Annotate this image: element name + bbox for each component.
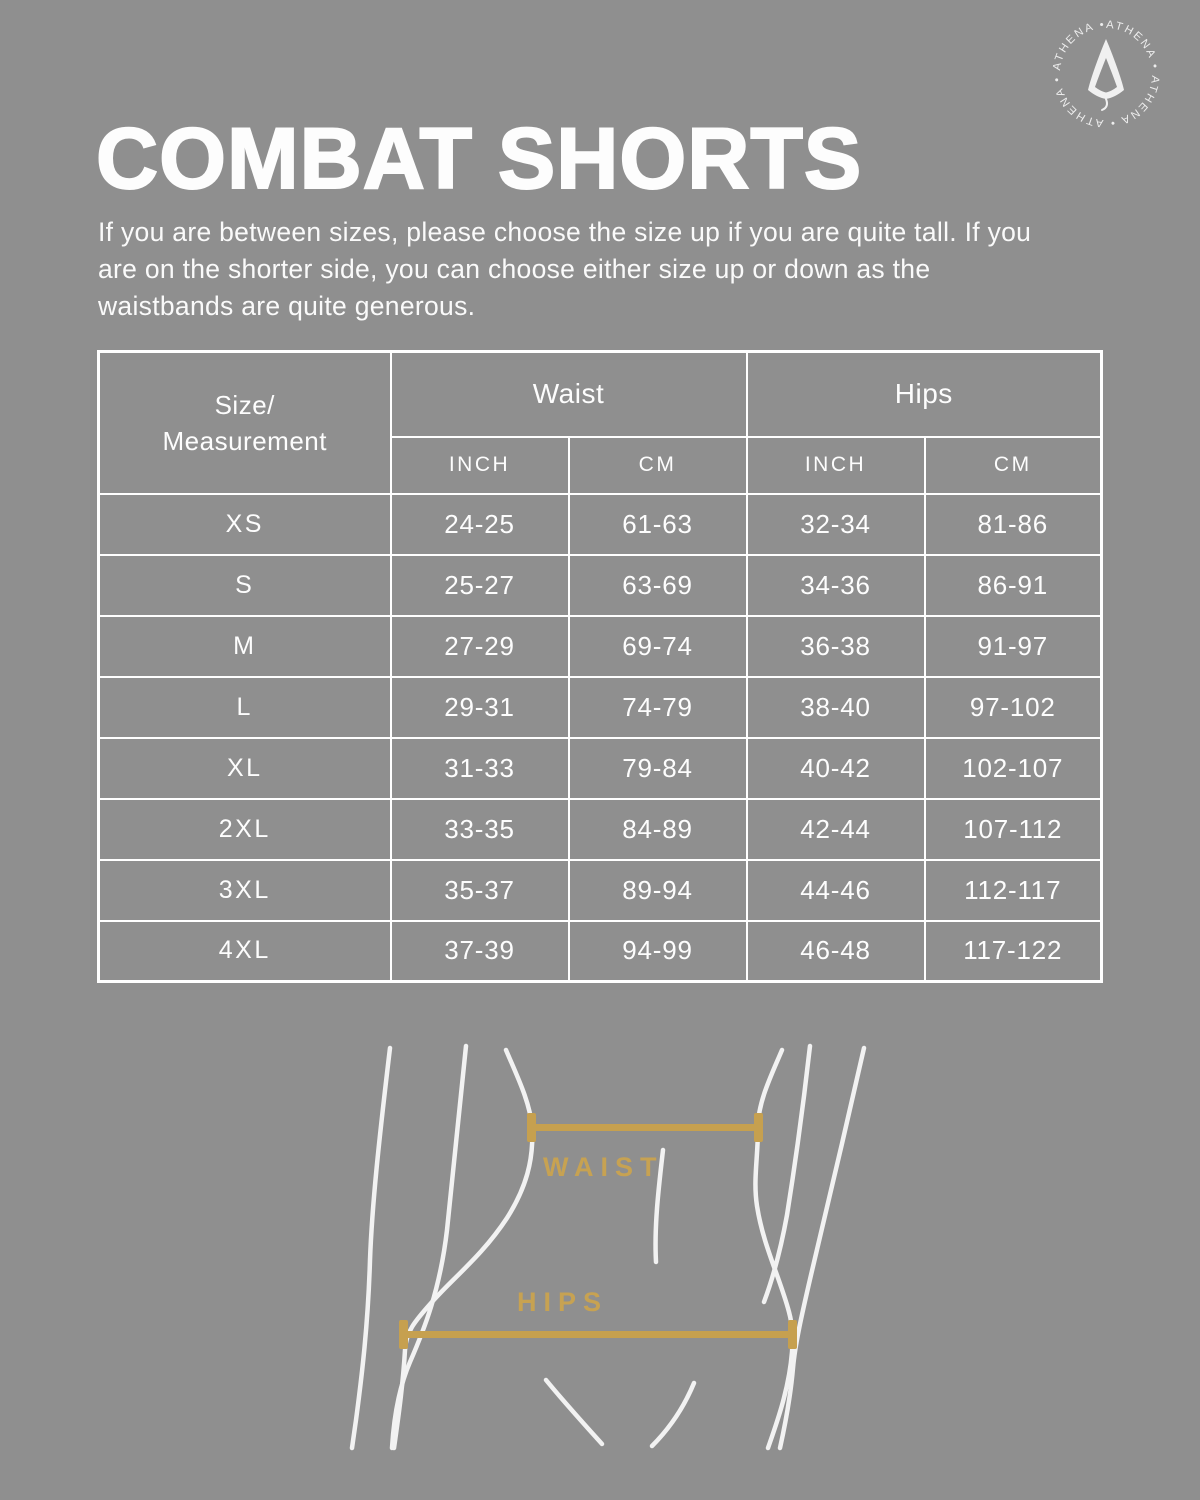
hips-cm-cell: 81-86 xyxy=(923,492,1103,556)
table-row: M 27-29 69-74 36-38 91-97 xyxy=(97,614,1103,678)
hips-inch-cell: 32-34 xyxy=(745,492,926,556)
table-row: 2XL 33-35 84-89 42-44 107-112 xyxy=(97,797,1103,861)
waist-cm-cell: 79-84 xyxy=(567,736,748,800)
size-cell: 4XL xyxy=(97,919,392,983)
waist-cm-cell: 89-94 xyxy=(567,858,748,922)
hips-cm-cell: 102-107 xyxy=(923,736,1103,800)
intro-line: waistbands are quite generous. xyxy=(98,291,476,321)
hips-measure-line xyxy=(399,1320,797,1349)
page-title: COMBAT SHORTS xyxy=(95,111,863,207)
waist-cm-cell: 63-69 xyxy=(567,553,748,617)
waist-cm-cell: 94-99 xyxy=(567,919,748,983)
body-outline-illustration: WAIST HIPS xyxy=(349,1043,867,1451)
waist-inch-cell: 27-29 xyxy=(389,614,570,678)
hips-inch-cell: 44-46 xyxy=(745,858,926,922)
intro-line: are on the shorter side, you can choose … xyxy=(98,254,931,284)
unit-header-waist-inch: INCH xyxy=(389,435,570,495)
waist-cm-cell: 74-79 xyxy=(567,675,748,739)
hips-inch-cell: 38-40 xyxy=(745,675,926,739)
table-row: XS 24-25 61-63 32-34 81-86 xyxy=(97,492,1103,556)
hips-inch-cell: 46-48 xyxy=(745,919,926,983)
hips-label: HIPS xyxy=(517,1287,608,1317)
table-row: L 29-31 74-79 38-40 97-102 xyxy=(97,675,1103,739)
table-row: XL 31-33 79-84 40-42 102-107 xyxy=(97,736,1103,800)
size-cell: M xyxy=(97,614,392,678)
body-outline-lines xyxy=(349,1043,867,1451)
waist-measure-line xyxy=(527,1113,763,1142)
size-cell: 3XL xyxy=(97,858,392,922)
intro-text: If you are between sizes, please choose … xyxy=(98,214,1031,325)
size-cell: L xyxy=(97,675,392,739)
hips-inch-cell: 36-38 xyxy=(745,614,926,678)
waist-cm-cell: 84-89 xyxy=(567,797,748,861)
intro-line: If you are between sizes, please choose … xyxy=(98,217,1032,247)
size-cell: XL xyxy=(97,736,392,800)
hips-inch-cell: 34-36 xyxy=(745,553,926,617)
waist-inch-cell: 25-27 xyxy=(389,553,570,617)
hips-cm-cell: 107-112 xyxy=(923,797,1103,861)
hips-cm-cell: 86-91 xyxy=(923,553,1103,617)
unit-header-waist-cm: CM xyxy=(567,435,748,495)
waist-cm-cell: 69-74 xyxy=(567,614,748,678)
hips-cm-cell: 117-122 xyxy=(923,919,1103,983)
waist-cm-cell: 61-63 xyxy=(567,492,748,556)
waist-inch-cell: 33-35 xyxy=(389,797,570,861)
waist-group-header: Waist xyxy=(389,350,748,438)
table-row: 3XL 35-37 89-94 44-46 112-117 xyxy=(97,858,1103,922)
waist-inch-cell: 24-25 xyxy=(389,492,570,556)
waist-inch-cell: 37-39 xyxy=(389,919,570,983)
waist-inch-cell: 31-33 xyxy=(389,736,570,800)
spearhead-icon xyxy=(1088,39,1124,111)
table-row: S 25-27 63-69 34-36 86-91 xyxy=(97,553,1103,617)
table-row: 4XL 37-39 94-99 46-48 117-122 xyxy=(97,919,1103,983)
hips-cm-cell: 91-97 xyxy=(923,614,1103,678)
waist-inch-cell: 35-37 xyxy=(389,858,570,922)
hips-inch-cell: 42-44 xyxy=(745,797,926,861)
unit-header-hips-cm: CM xyxy=(923,435,1103,495)
size-chart-table: Size/ Measurement Waist Hips INCH CM INC… xyxy=(97,350,1104,983)
corner-header: Size/ Measurement xyxy=(97,350,392,495)
hips-inch-cell: 40-42 xyxy=(745,736,926,800)
brand-logo: ATHENA • ATHENA • ATHENA • ATHENA • xyxy=(1051,19,1159,129)
size-cell: XS xyxy=(97,492,392,556)
hips-cm-cell: 97-102 xyxy=(923,675,1103,739)
corner-header-line1: Size/ xyxy=(214,389,275,420)
unit-header-hips-inch: INCH xyxy=(745,435,926,495)
hips-cm-cell: 112-117 xyxy=(923,858,1103,922)
hips-group-header: Hips xyxy=(745,350,1103,438)
waist-inch-cell: 29-31 xyxy=(389,675,570,739)
size-cell: S xyxy=(97,553,392,617)
waist-label: WAIST xyxy=(543,1152,664,1182)
corner-header-line2: Measurement xyxy=(162,425,327,456)
size-cell: 2XL xyxy=(97,797,392,861)
